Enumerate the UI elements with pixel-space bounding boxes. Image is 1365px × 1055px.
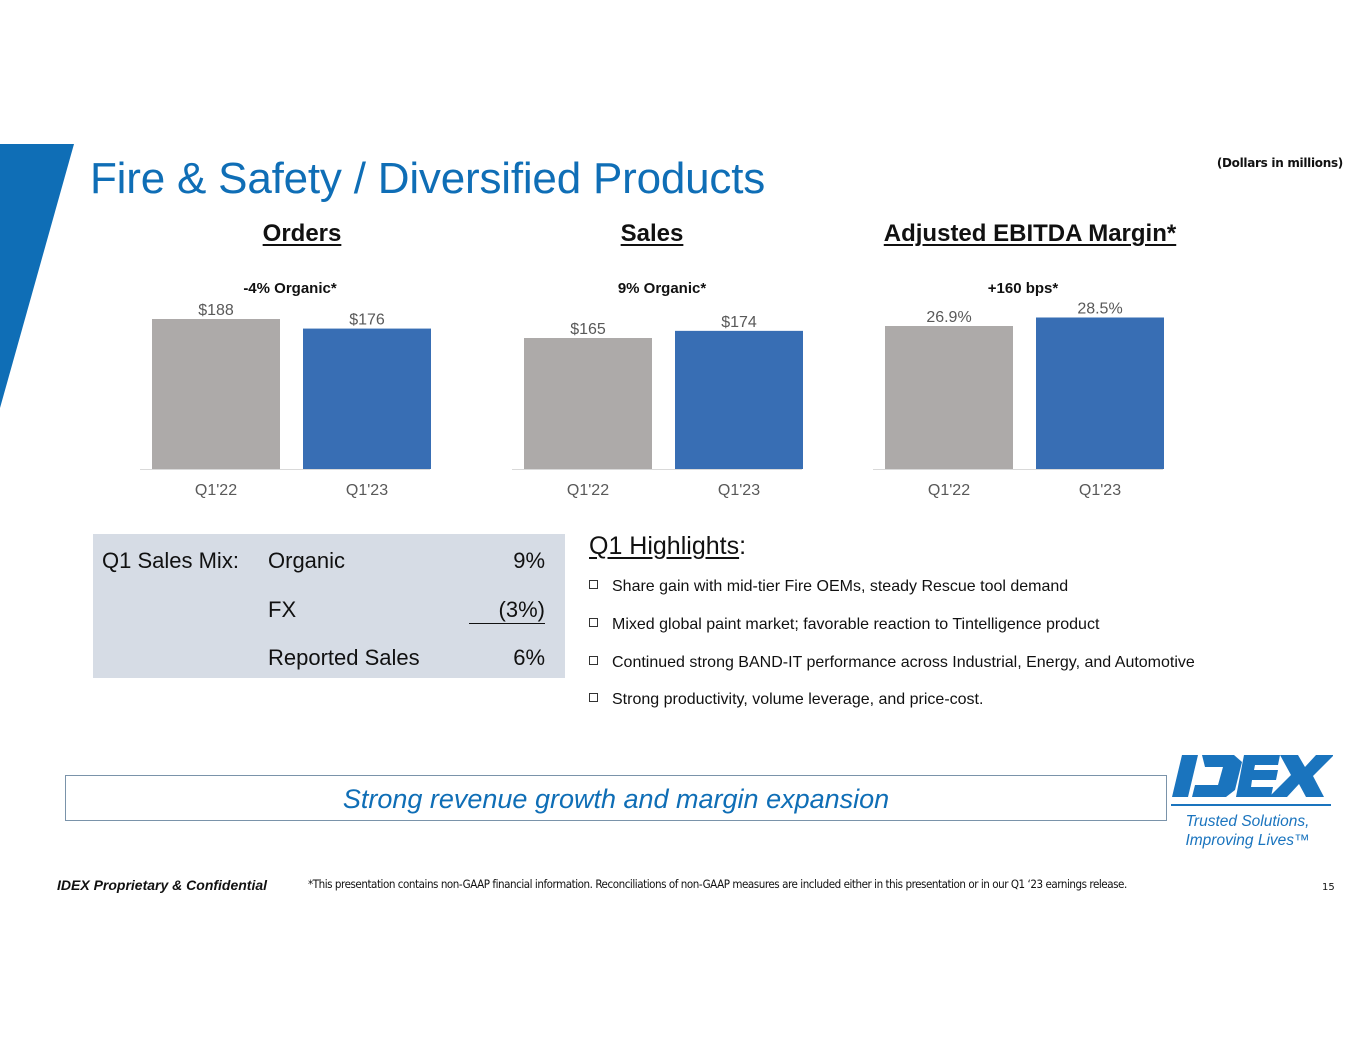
bar-value-label: $165 xyxy=(570,321,606,338)
bar-value-label: $176 xyxy=(349,312,385,329)
idex-logo xyxy=(1171,755,1333,806)
sales-mix-panel: Q1 Sales Mix: Organic 9% FX (3%) Reporte… xyxy=(93,534,565,678)
orders-chart-title: Orders xyxy=(262,220,342,247)
bar-Q1'23 xyxy=(1036,317,1164,469)
ebitda-chart-title: Adjusted EBITDA Margin* xyxy=(883,220,1177,247)
page-number: 15 xyxy=(1322,882,1335,893)
highlight-text: Mixed global paint market; favorable rea… xyxy=(612,616,1100,633)
sales-mix-row-organic: Organic 9% xyxy=(268,548,545,578)
category-tick-label: Q1'22 xyxy=(567,482,609,499)
category-tick-label: Q1'22 xyxy=(195,482,237,499)
tagline-line2: Improving Lives™ xyxy=(1185,832,1310,849)
highlight-text: Continued strong BAND-IT performance acr… xyxy=(612,654,1195,671)
category-tick-label: Q1'23 xyxy=(1079,482,1121,499)
bar-value-label: $188 xyxy=(198,302,234,319)
summary-banner: Strong revenue growth and margin expansi… xyxy=(65,775,1167,821)
highlights-title-colon: : xyxy=(739,532,747,560)
category-tick-label: Q1'23 xyxy=(346,482,388,499)
sales-mix-row-reported: Reported Sales 6% xyxy=(268,645,545,675)
sales-chart-title: Sales xyxy=(620,220,684,247)
bar-Q1'22 xyxy=(524,338,652,469)
highlight-item: Continued strong BAND-IT performance acr… xyxy=(589,654,1195,672)
sales-chart: 9% Organic* $165 Q1'22 $174 Q1'23 xyxy=(512,280,803,499)
idex-wordmark-icon xyxy=(1172,755,1333,797)
sales-mix-value: (3%) xyxy=(468,597,545,624)
chart-annotation: 9% Organic* xyxy=(618,280,707,297)
bar-Q1'22 xyxy=(152,319,280,469)
sales-mix-name: FX xyxy=(268,597,297,622)
tagline-line1: Trusted Solutions, xyxy=(1185,813,1310,830)
units-note: (Dollars in millions) xyxy=(1216,156,1343,170)
bar-Q1'23 xyxy=(675,330,803,469)
category-tick-label: Q1'23 xyxy=(718,482,760,499)
checkbox-bullet-icon xyxy=(589,618,598,627)
bar-value-label: 26.9% xyxy=(926,309,971,326)
chart-annotation: -4% Organic* xyxy=(243,280,337,297)
logo-tagline: Trusted Solutions, Improving Lives™ xyxy=(1170,812,1325,850)
sales-mix-value: 6% xyxy=(513,645,545,670)
ebitda-chart: +160 bps* 26.9% Q1'22 28.5% Q1'23 xyxy=(873,280,1164,499)
highlight-text: Strong productivity, volume leverage, an… xyxy=(612,691,984,708)
highlight-item: Strong productivity, volume leverage, an… xyxy=(589,691,983,709)
sales-mix-value: 9% xyxy=(513,548,545,573)
confidential-notice: IDEX Proprietary & Confidential xyxy=(57,877,268,893)
summary-banner-text: Strong revenue growth and margin expansi… xyxy=(342,784,890,814)
sales-mix-name: Organic xyxy=(268,548,346,573)
highlights-title-text: Q1 Highlights xyxy=(589,532,740,560)
checkbox-bullet-icon xyxy=(589,580,598,589)
highlights-title: Q1 Highlights: xyxy=(589,532,746,561)
bar-value-label: 28.5% xyxy=(1077,300,1122,317)
checkbox-bullet-icon xyxy=(589,656,598,665)
highlight-text: Share gain with mid-tier Fire OEMs, stea… xyxy=(612,578,1069,595)
non-gaap-disclaimer: *This presentation contains non-GAAP fin… xyxy=(308,877,1127,891)
checkbox-bullet-icon xyxy=(589,693,598,702)
chart-annotation: +160 bps* xyxy=(988,280,1059,297)
bar-Q1'22 xyxy=(885,326,1013,469)
slide-title: Fire & Safety / Diversified Products xyxy=(90,154,766,203)
logo-divider xyxy=(1171,804,1331,806)
highlight-item: Share gain with mid-tier Fire OEMs, stea… xyxy=(589,578,1068,596)
orders-chart: -4% Organic* $188 Q1'22 $176 Q1'23 xyxy=(140,280,431,499)
category-tick-label: Q1'22 xyxy=(928,482,970,499)
sales-mix-label: Q1 Sales Mix: xyxy=(102,548,239,573)
highlight-item: Mixed global paint market; favorable rea… xyxy=(589,616,1099,634)
sales-mix-row-fx: FX (3%) xyxy=(268,597,545,627)
sales-mix-name: Reported Sales xyxy=(268,645,420,670)
bar-value-label: $174 xyxy=(721,314,757,331)
bar-Q1'23 xyxy=(303,328,431,469)
accent-wedge xyxy=(0,144,74,408)
